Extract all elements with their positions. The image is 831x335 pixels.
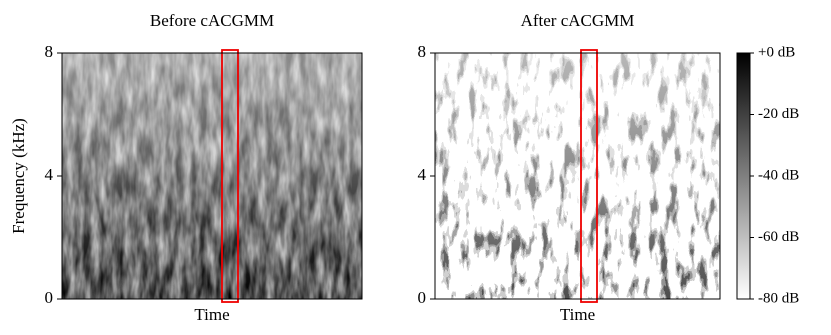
highlight-box [221, 49, 239, 303]
y-tick-label: 8 [418, 42, 427, 61]
y-tick-label: 8 [45, 42, 54, 61]
spectrogram-image [435, 53, 720, 299]
colorbar-tick-label: +0 dB [758, 44, 795, 60]
x-axis-label: Time [194, 305, 229, 324]
colorbar-tick-label: -60 dB [758, 229, 799, 245]
colorbar [736, 52, 751, 300]
colorbar-tick-label: -80 dB [758, 290, 799, 306]
chart-title: Before cACGMM [150, 11, 274, 30]
y-tick-label: 0 [45, 288, 54, 307]
chart-title: After cACGMM [521, 11, 635, 30]
x-axis-label: Time [560, 305, 595, 324]
colorbar-tick-label: -20 dB [758, 106, 799, 122]
y-tick-label: 4 [418, 165, 427, 184]
y-tick-label: 4 [45, 165, 54, 184]
spectrogram-image [62, 53, 362, 299]
y-axis-label: Frequency (kHz) [9, 118, 28, 234]
highlight-box [580, 49, 598, 303]
y-tick-label: 0 [418, 288, 427, 307]
colorbar-tick-label: -40 dB [758, 167, 799, 183]
